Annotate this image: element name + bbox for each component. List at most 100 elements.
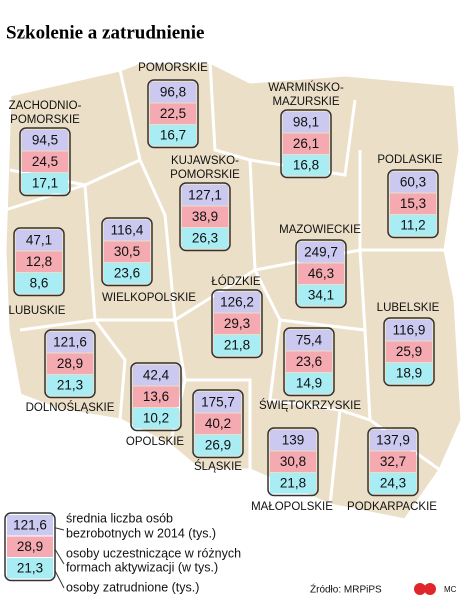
value-cell: [390, 215, 436, 236]
value: 139: [282, 432, 305, 447]
value: 24,3: [380, 475, 406, 490]
value-box: [130, 362, 182, 432]
value-cell: [386, 320, 432, 341]
region: DOLNOŚLĄSKIE 121,6 28,9 21,3: [26, 329, 115, 414]
region: MAZOWIECKIE 249,7 46,3 34,1: [279, 224, 361, 309]
region-name: WARMIŃSKO-: [268, 81, 344, 94]
value-cell: [270, 430, 316, 451]
value: 23,6: [114, 265, 140, 280]
value-box: [147, 79, 199, 149]
value-cell: [104, 220, 150, 241]
region-name: PODKARPACKIE: [347, 501, 437, 513]
legend-text: bezrobotnych w 2014 (tys.): [66, 526, 216, 540]
region: KUJAWSKO- POMORSKIE 127,1 38,9 26,3: [170, 155, 240, 252]
title: Szkolenie a zatrudnienie: [6, 22, 204, 43]
value-cell: [16, 230, 62, 251]
legend-text: średnia liczba osób: [66, 511, 173, 525]
value-box: [4, 512, 56, 582]
value-cell: [370, 451, 416, 472]
value-cell: [386, 341, 432, 362]
value-cell: [182, 228, 228, 249]
value-cell: [150, 82, 196, 103]
value-cell: [16, 273, 62, 294]
value-cell: [133, 386, 179, 407]
value-cell: [104, 241, 150, 262]
value-cell: [22, 151, 68, 172]
source: Źródło: MRPiPS: [310, 583, 382, 596]
region: MAŁOPOLSKIE 139 30,8 21,8: [251, 427, 333, 513]
value-box: [383, 317, 435, 387]
value-cell: [214, 335, 260, 356]
value-cell: [370, 473, 416, 494]
region-name: KUJAWSKO-: [171, 155, 239, 167]
legend-connector: [54, 548, 65, 565]
legend-text: formach aktywizacji (w tys.): [66, 560, 218, 574]
value: 8,6: [30, 275, 49, 290]
region: WARMIŃSKO- MAZURSKIE 98,1 26,1 16,8: [268, 81, 344, 179]
region: POMORSKIE 96,8 22,5 16,7: [138, 62, 208, 149]
value-cell: [133, 408, 179, 429]
value-cell: [7, 536, 53, 557]
value: 94,5: [32, 132, 58, 147]
region-name: MAZOWIECKIE: [279, 224, 361, 236]
value-box: [283, 327, 335, 397]
value-cell: [150, 103, 196, 124]
value: 126,2: [220, 294, 254, 309]
value-box: [295, 239, 347, 309]
region-name: WIELKOPOLSKIE: [102, 292, 196, 304]
value-cell: [47, 375, 93, 396]
legend-text: osoby uczestniczące w różnych: [66, 546, 241, 560]
value: 26,9: [205, 437, 231, 452]
value: 47,1: [26, 232, 52, 247]
region: ŁÓDZKIE 126,2 29,3 21,8: [211, 275, 263, 359]
value: 29,3: [224, 316, 250, 331]
value: 15,3: [400, 196, 426, 211]
logo-icon: [424, 583, 436, 595]
value: 21,8: [280, 475, 306, 490]
region-name: MAŁOPOLSKIE: [251, 501, 333, 513]
value-cell: [370, 430, 416, 451]
value-box: [192, 389, 244, 459]
value: 32,7: [380, 454, 406, 469]
value-cell: [283, 155, 329, 176]
map-background: [3, 60, 464, 522]
region-name: POMORSKIE: [170, 169, 240, 181]
value-cell: [7, 515, 53, 536]
region-name: DOLNOŚLĄSKIE: [26, 401, 115, 414]
value-cell: [7, 558, 53, 579]
regions: POMORSKIE 96,8 22,5 16,7 WARMIŃSKO- MAZURSKIE…: [9, 62, 443, 513]
value: 10,2: [143, 410, 169, 425]
value-cell: [270, 451, 316, 472]
value: 22,5: [160, 106, 186, 121]
value-box: [13, 227, 65, 297]
value-cell: [195, 435, 241, 456]
value: 30,5: [114, 244, 140, 259]
region-name: ŁÓDZKIE: [211, 275, 261, 288]
value: 11,2: [400, 217, 425, 232]
value: 18,9: [396, 365, 422, 380]
value: 121,6: [53, 334, 87, 349]
value-cell: [298, 285, 344, 306]
region: PODKARPACKIE 137,9 32,7 24,3: [347, 427, 437, 513]
value: 96,8: [160, 84, 186, 99]
region: LUBELSKIE 116,9 25,9 18,9: [377, 302, 440, 387]
value: 16,7: [160, 127, 186, 142]
value: 46,3: [308, 266, 334, 281]
value-box: [19, 127, 71, 197]
legend-connector: [54, 570, 65, 589]
value-box: [367, 427, 419, 497]
region-name: MAZURSKIE: [272, 96, 339, 108]
value-cell: [283, 133, 329, 154]
region-name: LUBELSKIE: [377, 302, 440, 314]
value: 42,4: [143, 367, 170, 382]
region-name: POMORSKIE: [10, 114, 80, 126]
value: 98,1: [293, 114, 319, 129]
value: 13,6: [143, 389, 169, 404]
value: 28,9: [57, 356, 83, 371]
region-name: OPOLSKIE: [126, 436, 184, 448]
value-cell: [283, 112, 329, 133]
value: 121,6: [13, 517, 47, 532]
region: OPOLSKIE 42,4 13,6 10,2: [126, 362, 184, 448]
value-box: [101, 217, 153, 287]
value-cell: [47, 353, 93, 374]
